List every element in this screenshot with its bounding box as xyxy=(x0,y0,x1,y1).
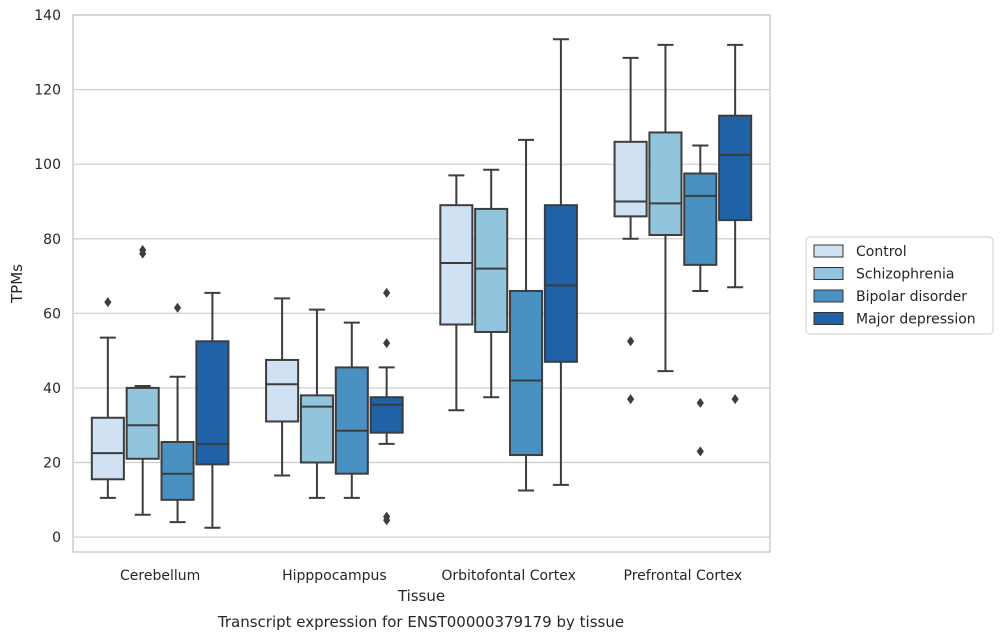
outlier-point xyxy=(627,394,635,405)
y-axis-label: TPMs xyxy=(8,264,26,304)
box-schizophrenia xyxy=(299,308,334,499)
outlier-point xyxy=(383,515,391,526)
box-body xyxy=(474,207,509,333)
x-tick-label: Prefrontal Cortex xyxy=(624,568,743,584)
legend-swatch xyxy=(813,312,844,325)
box-schizophrenia xyxy=(474,168,509,399)
box-schizophrenia xyxy=(125,244,160,516)
box-major-depression xyxy=(543,38,578,486)
outlier-point xyxy=(383,338,391,349)
box-major-depression xyxy=(195,291,230,529)
box-control xyxy=(90,297,125,499)
box-body xyxy=(334,366,369,475)
box-body xyxy=(160,440,195,501)
legend-frame xyxy=(805,236,994,335)
y-tick-label: 40 xyxy=(43,381,61,397)
y-tick-label: 120 xyxy=(34,83,61,99)
box-major-depression xyxy=(369,287,404,526)
legend-swatch xyxy=(813,267,844,280)
box-schizophrenia xyxy=(648,43,683,373)
legend: Control Schizophrenia Bipolar disorder Majo… xyxy=(805,236,994,335)
x-axis-label: Tissue xyxy=(397,587,445,605)
box-control xyxy=(439,174,474,412)
box-control xyxy=(265,297,300,477)
legend-swatch xyxy=(813,289,844,303)
box-bipolar-disorder xyxy=(334,321,369,499)
outlier-point xyxy=(173,302,182,313)
outlier-point xyxy=(104,297,112,308)
chart-caption: Transcript expression for ENST0000037917… xyxy=(217,613,624,631)
y-tick-label: 80 xyxy=(43,232,61,248)
box-body xyxy=(683,172,718,266)
box-body xyxy=(543,204,578,363)
box-series xyxy=(90,38,753,529)
box-body xyxy=(439,204,474,326)
legend-swatch xyxy=(813,244,844,258)
legend-label: Control xyxy=(856,244,907,260)
box-bipolar-disorder xyxy=(509,138,544,492)
legend-label: Schizophrenia xyxy=(856,267,954,283)
box-body xyxy=(125,386,160,460)
y-tick-label: 140 xyxy=(34,8,61,24)
x-tick-label: Orbitofontal Cortex xyxy=(441,568,576,584)
legend-label: Major depression xyxy=(856,312,976,328)
box-body xyxy=(369,396,404,434)
box-body xyxy=(613,140,648,218)
y-tick-label: 100 xyxy=(34,157,61,173)
x-tick-label: Cerebellum xyxy=(120,568,200,584)
box-control xyxy=(613,56,648,405)
y-tick-label: 20 xyxy=(43,456,61,472)
outlier-point xyxy=(731,394,739,405)
outlier-point xyxy=(696,446,704,457)
box-major-depression xyxy=(718,43,753,405)
outlier-point xyxy=(696,397,704,408)
outlier-point xyxy=(139,248,147,259)
x-tick-label: Hipppocampus xyxy=(282,568,387,584)
plot-frame xyxy=(72,14,771,553)
box-body xyxy=(90,416,125,481)
box-bipolar-disorder xyxy=(160,302,195,524)
box-body xyxy=(195,340,230,466)
y-tick-labels: 0 20 40 60 80 100 120 140 xyxy=(34,8,61,546)
box-body xyxy=(299,394,334,464)
x-tick-labels: Cerebellum Hipppocampus Orbitofontal Corte… xyxy=(120,568,742,584)
y-tick-label: 0 xyxy=(52,530,61,546)
box-body xyxy=(718,114,753,222)
legend-label: Bipolar disorder xyxy=(856,289,967,305)
outlier-point xyxy=(627,336,635,347)
box-body xyxy=(509,289,544,457)
box-bipolar-disorder xyxy=(683,144,718,457)
y-tick-label: 60 xyxy=(43,306,61,322)
outlier-point xyxy=(383,287,391,298)
box-body xyxy=(265,358,300,423)
box-body xyxy=(648,131,683,237)
